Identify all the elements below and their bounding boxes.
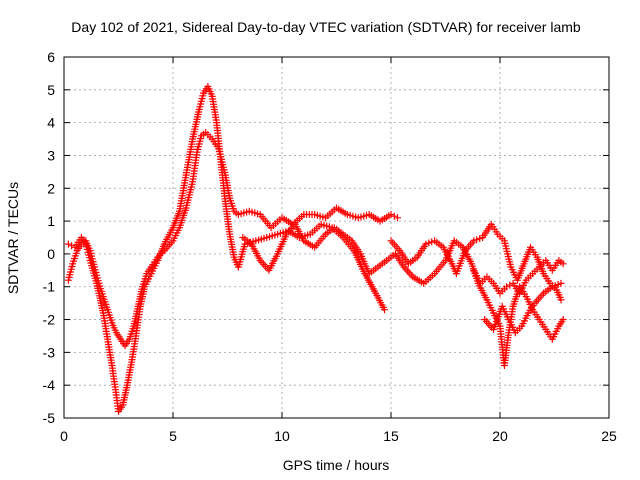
axis-ticks [63, 56, 610, 419]
y-tick-label: -1 [43, 279, 56, 295]
x-tick-label: 10 [274, 428, 290, 444]
y-tick-label: 4 [47, 115, 55, 131]
y-tick-label: 3 [47, 147, 55, 163]
y-axis-label: SDTVAR / TECUs [5, 182, 21, 294]
y-tick-label: 6 [47, 49, 55, 65]
data-point [559, 260, 567, 268]
y-tick-label: -3 [43, 344, 56, 360]
data-point [387, 211, 395, 218]
data-point [381, 306, 388, 314]
y-tick-label: -2 [43, 312, 56, 328]
data-points [64, 83, 567, 415]
data-point [559, 316, 567, 323]
data-point [557, 296, 565, 304]
x-axis-label: GPS time / hours [283, 457, 390, 473]
x-tick-label: 20 [492, 428, 508, 444]
data-point [503, 283, 510, 291]
data-point [390, 212, 398, 220]
grid [64, 57, 609, 418]
plot-frame [63, 56, 610, 419]
data-point [64, 240, 72, 248]
x-tick-label: 15 [383, 428, 399, 444]
x-tick-label: 25 [601, 428, 617, 444]
data-point [68, 242, 76, 250]
y-tick-label: 2 [47, 180, 55, 196]
data-point [557, 279, 565, 287]
x-tick-label: 5 [169, 428, 177, 444]
data-point [394, 214, 401, 222]
y-tick-label: -4 [43, 377, 56, 393]
data-point [506, 281, 514, 289]
y-tick-label: 5 [47, 82, 55, 98]
y-tick-label: 0 [47, 246, 55, 262]
x-tick-label: 0 [60, 428, 68, 444]
y-tick-label: 1 [47, 213, 55, 229]
y-tick-label: -5 [43, 410, 56, 426]
data-point [473, 236, 481, 244]
chart-title: Day 102 of 2021, Sidereal Day-to-day VTE… [71, 19, 581, 35]
tick-labels: 0 5 10 15 20 25 -5 -4 -3 -2 -1 0 1 2 3 4 5 6 [43, 49, 617, 444]
